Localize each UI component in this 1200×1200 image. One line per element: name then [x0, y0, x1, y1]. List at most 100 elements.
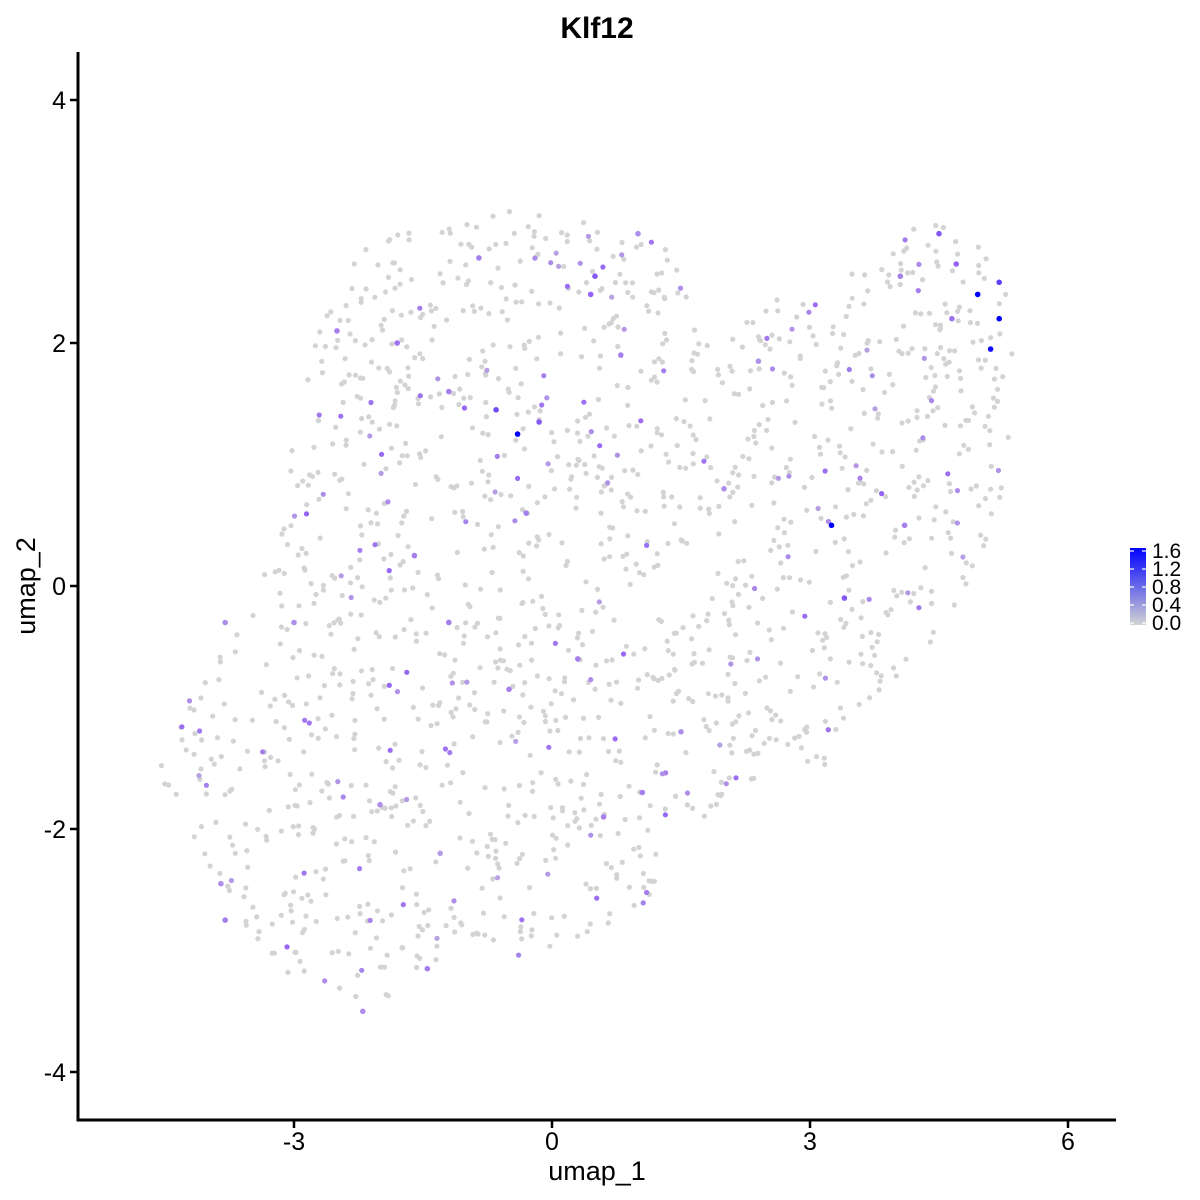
cell-point — [625, 402, 631, 408]
cell-point — [982, 357, 988, 363]
cell-point — [801, 484, 808, 490]
cell-point — [415, 716, 421, 722]
cell-point — [279, 603, 285, 609]
cell-point — [447, 230, 453, 236]
cell-point — [542, 494, 548, 500]
cell-point — [408, 617, 414, 623]
cell-point — [538, 593, 545, 600]
cell-point — [588, 822, 594, 829]
cell-point — [337, 317, 343, 323]
cell-point — [308, 732, 315, 738]
cell-point — [383, 466, 389, 472]
cell-point — [488, 497, 494, 503]
cell-point — [981, 543, 987, 549]
cell-point — [278, 912, 284, 918]
cell-point — [423, 823, 429, 829]
cell-point — [506, 389, 512, 395]
cell-point — [846, 587, 852, 593]
cell-point — [671, 521, 678, 527]
cell-point — [288, 902, 294, 908]
cell-point — [485, 432, 491, 438]
cell-point — [982, 496, 989, 502]
cell-point — [648, 443, 654, 449]
cell-point — [482, 932, 488, 938]
cell-point — [899, 351, 905, 357]
x-tick-label: -3 — [283, 1128, 305, 1156]
highlight-cell-point — [592, 273, 598, 280]
cell-point — [713, 801, 720, 808]
cell-point — [529, 788, 536, 794]
cell-point — [438, 434, 444, 440]
cell-point — [439, 229, 445, 235]
cell-point — [634, 508, 640, 514]
cell-point — [670, 651, 676, 657]
cell-point — [359, 584, 365, 590]
cell-point — [266, 807, 272, 814]
cell-point — [976, 270, 982, 276]
cell-point — [500, 658, 507, 664]
cell-point — [593, 885, 600, 891]
expressing-cell-point — [322, 978, 328, 984]
highlight-cell-point — [437, 850, 444, 857]
cell-point — [513, 365, 519, 371]
cell-point — [601, 483, 607, 489]
cell-point — [598, 541, 604, 547]
cell-point — [243, 885, 249, 891]
cell-point — [454, 625, 460, 631]
cell-point — [827, 379, 833, 385]
cell-point — [626, 783, 632, 789]
cell-point — [409, 276, 415, 283]
cell-point — [583, 470, 589, 476]
cell-point — [530, 598, 536, 604]
cell-point — [904, 245, 910, 251]
colorbar-ticks: 0.00.40.81.21.6 — [1130, 540, 1182, 635]
cell-point — [788, 519, 794, 525]
cell-point — [466, 356, 472, 362]
cell-point — [398, 312, 404, 318]
cell-point — [295, 552, 301, 558]
cell-point — [331, 620, 337, 626]
expressing-cell-point — [853, 463, 859, 469]
cell-point — [495, 861, 501, 867]
cell-point — [781, 370, 787, 376]
cell-point — [906, 536, 913, 542]
cell-point — [937, 322, 944, 328]
cell-point — [158, 763, 165, 769]
highlight-cell-point — [953, 261, 959, 267]
cell-point — [315, 418, 321, 424]
cell-point — [442, 652, 448, 658]
cell-point — [548, 468, 555, 474]
cell-point — [534, 534, 540, 540]
cell-point — [766, 627, 772, 633]
cell-point — [706, 510, 713, 517]
cell-point — [642, 735, 648, 741]
cell-point — [465, 371, 471, 378]
cell-point — [390, 765, 396, 771]
cell-point — [769, 717, 775, 723]
expressing-cell-point — [916, 261, 922, 267]
cell-point — [702, 398, 708, 404]
cell-point — [415, 401, 422, 407]
cell-point — [870, 441, 876, 447]
cell-point — [287, 771, 293, 778]
cell-point — [973, 483, 980, 489]
cell-point — [375, 262, 381, 268]
cell-point — [800, 301, 806, 307]
cell-point — [202, 680, 208, 686]
cell-point — [373, 510, 379, 516]
cell-point — [769, 480, 775, 486]
cell-point — [214, 735, 221, 741]
cell-point — [559, 230, 565, 236]
highlight-cell-point — [360, 1008, 366, 1015]
cell-point — [957, 423, 964, 429]
expressing-cell-point — [905, 590, 911, 596]
cell-point — [664, 257, 670, 263]
cell-point — [350, 678, 356, 685]
cell-point — [599, 465, 605, 471]
cell-point — [278, 624, 285, 630]
cell-point — [594, 246, 600, 252]
cell-point — [333, 345, 339, 351]
cell-point — [324, 313, 330, 319]
cell-point — [542, 713, 549, 719]
